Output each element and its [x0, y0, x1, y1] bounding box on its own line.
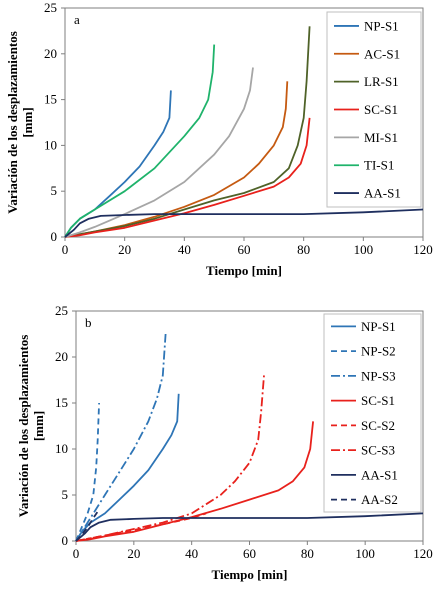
- legend-label: MI-S1: [364, 130, 398, 145]
- legend: NP-S1 AC-S1 LR-S1 SC-S1 MI-S1 TI-S1 AA-S1: [326, 11, 422, 208]
- legend-label: AA-S1: [361, 467, 398, 482]
- chart-panel-a: 0 20 40 60 80 100 120 0 5 10 15 20 25 Tiempo [min] Var…: [5, 0, 433, 278]
- series-line-lr-s1: [64, 26, 311, 238]
- series-line-sc-s1: [64, 117, 311, 238]
- legend-label: SC-S3: [361, 443, 395, 458]
- series-line-sc-s3: [75, 375, 265, 542]
- series-line-np-s2: [75, 402, 100, 542]
- x-tick-label: 80: [301, 546, 314, 561]
- y-tick-label: 10: [55, 441, 68, 456]
- x-axis-title: Tiempo [min]: [206, 263, 282, 278]
- y-axis-title: Variación de los desplazamientos[mm]: [16, 335, 46, 518]
- series-line-aa-s2: [75, 511, 99, 542]
- x-tick-label: 0: [62, 242, 69, 257]
- x-tick-label: 60: [238, 242, 251, 257]
- y-tick-label: 20: [55, 349, 68, 364]
- y-tick-label: 15: [55, 395, 68, 410]
- series-line-aa-s1: [75, 512, 424, 542]
- y-tick-label: 10: [44, 137, 57, 152]
- legend-label: SC-S1: [364, 102, 398, 117]
- x-tick-label: 0: [73, 546, 80, 561]
- series-line-aa-s1: [64, 208, 424, 238]
- series-line-sc-s2: [75, 512, 207, 542]
- legend-label: NP-S2: [361, 344, 396, 359]
- y-tick-label: 5: [62, 487, 69, 502]
- series-line-sc-s1: [75, 421, 314, 542]
- x-axis-title: Tiempo [min]: [212, 567, 288, 582]
- series-line-mi-s1: [64, 67, 254, 238]
- y-tick-label: 5: [51, 183, 58, 198]
- x-tick-label: 40: [185, 546, 198, 561]
- legend-label: NP-S1: [364, 18, 399, 33]
- legend-label: TI-S1: [364, 158, 394, 173]
- legend-label: AC-S1: [364, 46, 400, 61]
- legend-label: NP-S1: [361, 319, 396, 334]
- y-tick-label: 15: [44, 92, 57, 107]
- x-tick-label: 120: [413, 546, 433, 561]
- x-tick-label: 120: [413, 242, 433, 257]
- legend-label: SC-S2: [361, 418, 395, 433]
- y-tick-label: 20: [44, 46, 57, 61]
- legend-label: AA-S1: [364, 186, 401, 201]
- x-tick-label: 20: [118, 242, 131, 257]
- x-tick-label: 20: [127, 546, 140, 561]
- series-line-np-s3: [75, 333, 167, 542]
- x-tick-label: 40: [178, 242, 191, 257]
- panel-label: b: [85, 315, 92, 330]
- legend-box: [323, 313, 422, 513]
- legend-label: LR-S1: [364, 74, 399, 89]
- x-tick-label: 80: [297, 242, 310, 257]
- legend: NP-S1 NP-S2 NP-S3 SC-S1 SC-S2 SC-S3 AA-S1 AA-S2: [323, 313, 422, 513]
- y-axis-title: Variación de los desplazamientos[mm]: [5, 31, 35, 214]
- y-tick-label: 0: [51, 229, 58, 244]
- legend-label: NP-S3: [361, 368, 396, 383]
- y-tick-label: 25: [55, 303, 68, 318]
- series-line-ti-s1: [64, 44, 216, 238]
- chart-panel-b: 0 20 40 60 80 100 120 0 5 10 15 20 25 Tiempo [min] Var…: [16, 303, 433, 582]
- legend-label: AA-S2: [361, 492, 398, 507]
- y-tick-label: 0: [62, 533, 69, 548]
- x-tick-label: 60: [243, 546, 256, 561]
- x-tick-label: 100: [355, 546, 375, 561]
- legend-label: SC-S1: [361, 393, 395, 408]
- y-tick-label: 25: [44, 0, 57, 15]
- panel-label: a: [74, 12, 80, 27]
- series-line-np-s1: [75, 393, 180, 542]
- x-tick-label: 100: [354, 242, 374, 257]
